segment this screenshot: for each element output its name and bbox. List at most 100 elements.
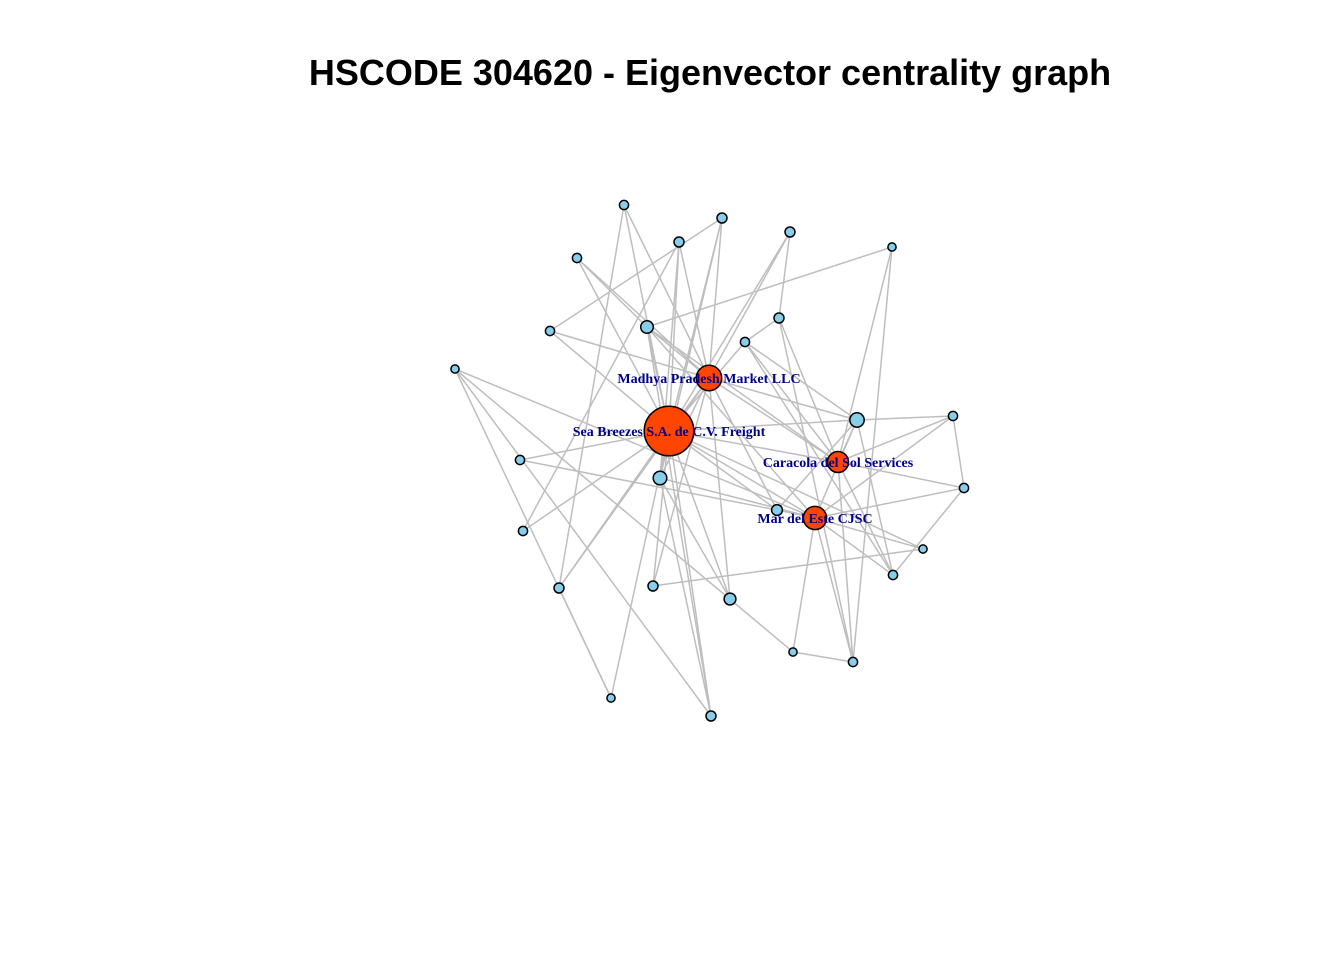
graph-node-n23 <box>847 656 859 668</box>
graph-edge <box>744 341 894 576</box>
graph-node-n21 <box>705 710 717 722</box>
graph-edge <box>837 246 893 463</box>
graph-edge <box>837 461 894 576</box>
graph-edge <box>814 517 894 576</box>
graph-edge <box>576 257 710 379</box>
graph-edge <box>522 430 670 532</box>
graph-node-n5 <box>723 592 737 606</box>
graph-edge <box>558 587 612 699</box>
graph-edge <box>744 341 858 421</box>
graph-edge <box>652 548 924 587</box>
graph-edge <box>814 517 854 663</box>
graph-node-n16 <box>514 454 526 466</box>
graph-edge <box>454 368 816 519</box>
graph-edge <box>708 377 839 463</box>
graph-node-n27 <box>450 364 460 374</box>
graph-node-n24 <box>606 693 616 703</box>
graph-node-n13 <box>716 212 728 224</box>
graph-edge <box>837 415 954 463</box>
graph-edge <box>558 377 710 589</box>
graph-edge <box>668 419 858 432</box>
graph-edge <box>814 415 954 519</box>
graph-node-n26 <box>887 242 897 252</box>
graph-node-n2 <box>849 412 865 428</box>
graph-edge <box>659 477 712 717</box>
graph-node-madhya_pradesh <box>695 364 723 392</box>
graph-edge <box>576 257 648 328</box>
graph-edge <box>792 517 816 653</box>
node-layer <box>450 199 970 722</box>
graph-node-n14 <box>571 252 583 264</box>
graph-node-n25 <box>788 647 798 657</box>
graph-edge <box>856 415 954 421</box>
graph-edge <box>659 477 731 600</box>
graph-node-n6 <box>770 503 784 517</box>
node-label-sea_breezes: Sea Breezes S.A. de C.V. Freight <box>573 425 766 440</box>
graph-node-n10 <box>784 226 796 238</box>
graph-edge <box>519 459 778 511</box>
graph-edge <box>778 317 839 463</box>
graph-edge <box>549 330 710 379</box>
graph-edge <box>814 487 965 519</box>
graph-edge <box>856 419 894 576</box>
graph-edge <box>454 368 794 653</box>
graph-edge <box>549 330 670 432</box>
graph-node-mar_del_este <box>802 505 828 531</box>
graph-edge <box>668 430 839 463</box>
graph-edge <box>792 651 854 663</box>
graph-edge <box>558 204 625 589</box>
graph-node-n1 <box>652 470 668 486</box>
graph-edge <box>668 231 791 432</box>
graph-edge <box>668 430 816 519</box>
graph-edge <box>778 317 854 663</box>
graph-edge <box>668 430 731 600</box>
graph-node-n3 <box>639 319 655 335</box>
graph-edge <box>892 487 965 576</box>
node-label-mar_del_este: Mar del Este CJSC <box>757 512 872 527</box>
graph-edge <box>646 246 893 328</box>
graph-node-n22 <box>958 482 970 494</box>
graph-edge <box>678 241 710 379</box>
graph-node-sea_breezes <box>643 405 695 457</box>
graph-edge <box>744 341 839 463</box>
graph-edge <box>549 217 723 332</box>
graph-edge <box>837 461 965 489</box>
graph-node-n12 <box>918 544 928 554</box>
graph-node-n17 <box>618 199 630 211</box>
graph-node-n8 <box>647 580 659 592</box>
graph-node-n19 <box>553 582 565 594</box>
node-label-caracola: Caracola del Sol Services <box>763 456 914 471</box>
graph-edge <box>744 317 780 343</box>
graph-node-n11 <box>887 569 899 581</box>
node-label-madhya_pradesh: Madhya Pradesh Market LLC <box>617 372 800 387</box>
graph-edge <box>778 231 791 319</box>
graph-edge <box>952 415 965 489</box>
graph-node-n7 <box>773 312 785 324</box>
graph-edge <box>708 377 731 600</box>
graph-edge <box>646 326 816 519</box>
graph-edge <box>708 377 778 511</box>
graph-edge <box>776 419 858 511</box>
graph-edge <box>708 231 791 379</box>
graph-edge <box>668 430 712 717</box>
graph-node-n9 <box>673 236 685 248</box>
graph-edge <box>814 517 924 550</box>
label-layer: Sea Breezes S.A. de C.V. Freight Madhya P… <box>573 372 914 527</box>
graph-node-n18 <box>517 525 529 537</box>
graph-edge <box>652 377 710 587</box>
graph-edge <box>623 204 670 432</box>
graph-edge <box>454 368 712 717</box>
graph-node-n20 <box>947 410 959 422</box>
graph-edge <box>522 241 680 532</box>
graph-edge <box>623 204 710 379</box>
plot-title: HSCODE 304620 - Eigenvector centrality g… <box>308 52 1112 93</box>
graph-edge <box>837 461 854 663</box>
graph-edge <box>708 377 858 421</box>
graph-node-caracola <box>826 450 850 474</box>
graph-edge <box>668 430 924 550</box>
graph-edge <box>646 326 712 717</box>
graph-edge <box>659 477 816 519</box>
graph-edge <box>668 241 680 432</box>
graph-node-n4 <box>739 336 751 348</box>
